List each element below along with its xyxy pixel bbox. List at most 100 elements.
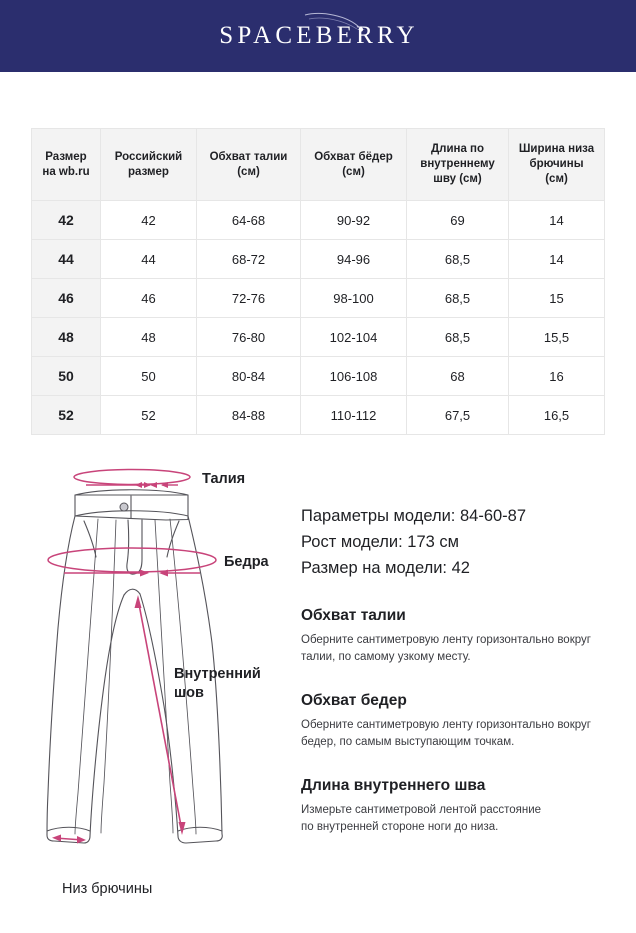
cell-hem-width: 15 — [508, 278, 605, 318]
cell-waist: 68-72 — [196, 239, 301, 279]
instruction-line: талии, по самому узкому месту. — [301, 651, 471, 663]
table-row: 44 44 68-72 94-96 68,5 14 — [31, 239, 605, 279]
cell-wb-size: 50 — [31, 356, 101, 396]
cell-hips: 94-96 — [300, 239, 407, 279]
instruction-body: Измерьте сантиметровой лентой расстояние… — [301, 802, 631, 836]
column-header-wb-size: Размер на wb.ru — [31, 128, 101, 201]
instruction-line: по внутренней стороне ноги до низа. — [301, 821, 499, 833]
cell-waist: 84-88 — [196, 395, 301, 435]
header-line: Российский — [114, 150, 183, 163]
brand-name: SPACEBERRY — [219, 22, 419, 49]
column-header-hips: Обхват бёдер (см) — [300, 128, 407, 201]
cell-inseam: 67,5 — [406, 395, 509, 435]
cell-ru-size: 52 — [100, 395, 197, 435]
model-info-and-instructions: Параметры модели: 84-60-87 Рост модели: … — [301, 503, 631, 836]
trousers-diagram: Талия Бедра Внутренний шов — [28, 463, 303, 893]
cell-waist: 76-80 — [196, 317, 301, 357]
brand-logo[interactable]: SPACEBERRY — [217, 13, 419, 56]
label-hips: Бедра — [224, 554, 270, 570]
cell-inseam: 69 — [406, 200, 509, 240]
instruction-inseam: Длина внутреннего шва Измерьте сантиметр… — [301, 777, 631, 836]
table-row: 42 42 64-68 90-92 69 14 — [31, 200, 605, 240]
cell-hips: 90-92 — [300, 200, 407, 240]
header-line: Длина по — [430, 143, 485, 155]
cell-waist: 72-76 — [196, 278, 301, 318]
cell-ru-size: 50 — [100, 356, 197, 396]
instruction-hips: Обхват бедер Оберните сантиметровую лент… — [301, 692, 631, 751]
cell-hem-width: 16,5 — [508, 395, 605, 435]
cell-hem-width: 14 — [508, 200, 605, 240]
label-inseam-line1: Внутренний — [174, 666, 261, 682]
cell-inseam: 68 — [406, 356, 509, 396]
instruction-line: Оберните сантиметровую ленту горизонталь… — [301, 719, 591, 731]
instruction-title: Обхват талии — [301, 607, 406, 624]
model-height: Рост модели: 173 см — [301, 533, 459, 551]
header-line: (см) — [545, 173, 568, 185]
cell-ru-size: 46 — [100, 278, 197, 318]
size-table-section: Размер на wb.ru Российский размер Обхват… — [0, 72, 636, 435]
header-line: Ширина низа — [518, 143, 595, 155]
instruction-line: бедер, по самым выступающим точкам. — [301, 736, 515, 748]
cell-wb-size: 52 — [31, 395, 101, 435]
header-line: шву (см) — [433, 173, 482, 185]
instruction-title: Длина внутреннего шва — [301, 777, 486, 794]
cell-inseam: 68,5 — [406, 278, 509, 318]
header-line: (см) — [237, 165, 260, 178]
cell-hips: 102-104 — [300, 317, 407, 357]
cell-wb-size: 42 — [31, 200, 101, 240]
header-line: Обхват талии — [209, 150, 288, 163]
header-line: размер — [128, 165, 169, 178]
instruction-title: Обхват бедер — [301, 692, 407, 709]
measurement-guide-section: Талия Бедра Внутренний шов Низ брючины П… — [0, 463, 636, 933]
cell-hem-width: 16 — [508, 356, 605, 396]
cell-ru-size: 44 — [100, 239, 197, 279]
column-header-hem-width: Ширина низа брючины (см) — [508, 128, 605, 201]
table-row: 48 48 76-80 102-104 68,5 15,5 — [31, 317, 605, 357]
instruction-waist: Обхват талии Оберните сантиметровую лент… — [301, 607, 631, 666]
table-row: 46 46 72-76 98-100 68,5 15 — [31, 278, 605, 318]
header-line: (см) — [342, 165, 365, 178]
cell-ru-size: 42 — [100, 200, 197, 240]
table-row: 50 50 80-84 106-108 68 16 — [31, 356, 605, 396]
header-line: внутреннему — [420, 158, 495, 170]
cell-inseam: 68,5 — [406, 239, 509, 279]
column-header-inseam: Длина по внутреннему шву (см) — [406, 128, 509, 201]
hips-measure-indicator — [47, 547, 217, 577]
cell-hips: 106-108 — [300, 356, 407, 396]
model-parameters: Параметры модели: 84-60-87 — [301, 507, 527, 525]
instruction-line: Измерьте сантиметровой лентой расстояние — [301, 804, 542, 816]
model-size: Размер на модели: 42 — [301, 559, 470, 577]
header-line: на wb.ru — [42, 165, 90, 178]
cell-waist: 64-68 — [196, 200, 301, 240]
instruction-body: Оберните сантиметровую ленту горизонталь… — [301, 717, 631, 751]
header-line: Обхват бёдер — [314, 150, 393, 163]
cell-hips: 98-100 — [300, 278, 407, 318]
table-row: 52 52 84-88 110-112 67,5 16,5 — [31, 395, 605, 435]
cell-wb-size: 48 — [31, 317, 101, 357]
instruction-body: Оберните сантиметровую ленту горизонталь… — [301, 632, 631, 666]
cell-wb-size: 46 — [31, 278, 101, 318]
hem-measure-indicator — [52, 834, 86, 844]
instruction-line: Оберните сантиметровую ленту горизонталь… — [301, 634, 591, 646]
cell-hips: 110-112 — [300, 395, 407, 435]
button-detail — [119, 502, 129, 512]
cell-waist: 80-84 — [196, 356, 301, 396]
cell-hem-width: 15,5 — [508, 317, 605, 357]
inseam-measure-indicator — [134, 595, 186, 835]
waist-measure-indicator — [73, 468, 191, 488]
cell-hem-width: 14 — [508, 239, 605, 279]
table-header-row: Размер на wb.ru Российский размер Обхват… — [31, 128, 605, 201]
site-header: SPACEBERRY — [0, 0, 636, 72]
cell-inseam: 68,5 — [406, 317, 509, 357]
cell-wb-size: 44 — [31, 239, 101, 279]
trousers-illustration: Талия Бедра Внутренний шов — [46, 468, 270, 844]
header-line: брючины — [529, 158, 584, 170]
label-hem: Низ брючины — [62, 881, 153, 897]
column-header-waist: Обхват талии (см) — [196, 128, 301, 201]
label-inseam-line2: шов — [174, 685, 204, 701]
header-line: Размер — [45, 150, 87, 163]
cell-ru-size: 48 — [100, 317, 197, 357]
label-waist: Талия — [202, 471, 245, 487]
column-header-ru-size: Российский размер — [100, 128, 197, 201]
size-chart-table: Размер на wb.ru Российский размер Обхват… — [31, 128, 605, 435]
